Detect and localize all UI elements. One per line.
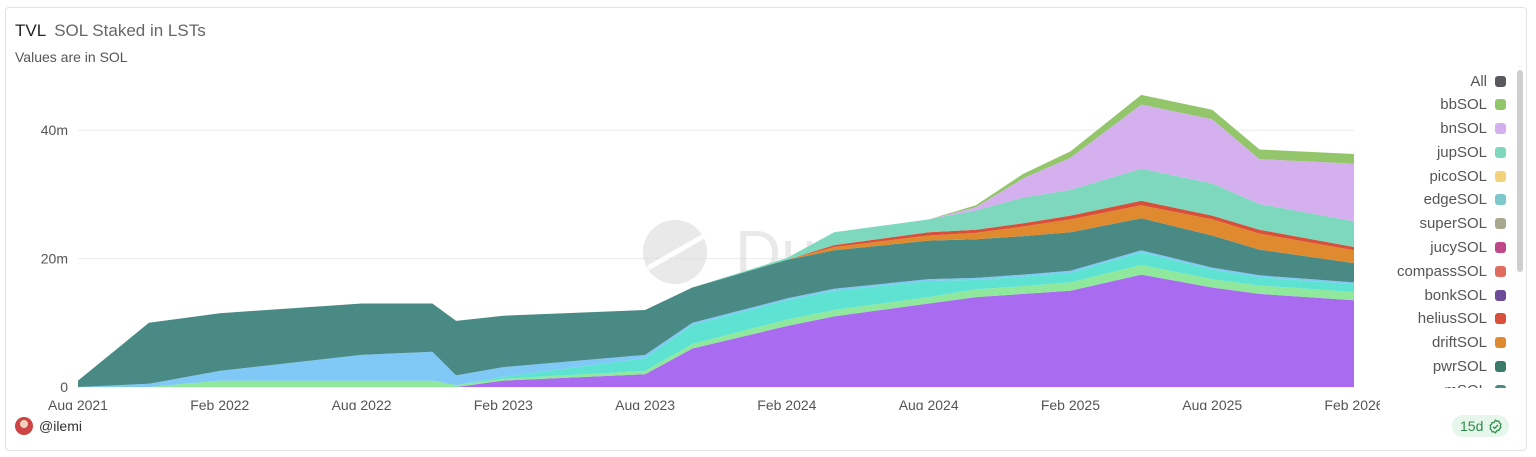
legend-label: jupSOL [1436, 143, 1487, 161]
chart-title: TVL SOL Staked in LSTs [15, 21, 206, 41]
legend-swatch [1495, 170, 1506, 182]
legend-swatch [1495, 75, 1506, 87]
legend-item-pwrsol[interactable]: pwrSOL [1346, 356, 1506, 378]
x-tick-label: Aug 2022 [332, 397, 392, 410]
legend-label: edgeSOL [1423, 191, 1487, 209]
legend-swatch [1495, 313, 1506, 325]
dune-logo-stroke [646, 233, 706, 271]
legend-label: heliusSOL [1417, 310, 1487, 328]
area-series-bnsol[interactable] [78, 104, 1354, 381]
legend-label: jucySOL [1430, 239, 1487, 257]
area-series-bbsol[interactable] [78, 94, 1354, 381]
x-tick-label: Feb 2022 [190, 397, 249, 410]
legend-label: bnSOL [1440, 120, 1487, 138]
x-tick-label: Aug 2023 [615, 397, 675, 410]
legend-item-picosol[interactable]: picoSOL [1346, 165, 1506, 187]
author-name: @ilemi [39, 418, 82, 434]
legend-swatch [1495, 146, 1506, 158]
legend-item-compasssol[interactable]: compassSOL [1346, 260, 1506, 282]
legend-swatch [1495, 123, 1506, 135]
legend-swatch [1495, 289, 1506, 301]
legend-item-supersol[interactable]: superSOL [1346, 213, 1506, 235]
legend-item-all[interactable]: All [1346, 70, 1506, 92]
legend-item-jucysol[interactable]: jucySOL [1346, 237, 1506, 259]
area-series-layer-2[interactable] [78, 252, 1354, 387]
check-circle-icon [1489, 418, 1503, 434]
title-tvl: TVL [15, 21, 47, 40]
legend-label: mSOL [1444, 382, 1487, 388]
legend-swatch [1495, 194, 1506, 206]
legend-item-msol[interactable]: mSOL [1346, 379, 1506, 388]
legend-swatch [1495, 218, 1506, 230]
legend-label: picoSOL [1429, 167, 1487, 185]
legend-item-bnsol[interactable]: bnSOL [1346, 118, 1506, 140]
x-tick-label: Feb 2025 [1041, 397, 1100, 410]
title-description: SOL Staked in LSTs [54, 21, 206, 40]
legend-label: pwrSOL [1432, 358, 1487, 376]
avatar [15, 417, 33, 435]
x-tick-label: Feb 2024 [757, 397, 816, 410]
legend-label: superSOL [1419, 215, 1487, 233]
x-tick-label: Feb 2023 [474, 397, 533, 410]
author[interactable]: @ilemi [15, 417, 82, 435]
legend-item-bonksol[interactable]: bonkSOL [1346, 284, 1506, 306]
area-series-jupsol[interactable] [78, 168, 1354, 381]
legend-item-edgesol[interactable]: edgeSOL [1346, 189, 1506, 211]
legend-label: compassSOL [1396, 262, 1487, 280]
y-tick-label: 20m [41, 251, 68, 267]
legend-swatch [1495, 384, 1506, 388]
legend-swatch [1495, 99, 1506, 111]
legend-label: bbSOL [1440, 96, 1487, 114]
legend-swatch [1495, 361, 1506, 373]
chart-card [5, 7, 1527, 451]
x-tick-label: Aug 2024 [899, 397, 959, 410]
legend[interactable]: All bbSOL bnSOL jupSOL picoSOL edgeSOL superSO… [1346, 70, 1506, 388]
x-tick-label: Aug 2025 [1182, 397, 1242, 410]
legend-item-driftsol[interactable]: driftSOL [1346, 332, 1506, 354]
legend-swatch [1495, 337, 1506, 349]
legend-swatch [1495, 242, 1506, 254]
y-tick-label: 40m [41, 122, 68, 138]
legend-label: bonkSOL [1424, 286, 1487, 304]
refresh-badge[interactable]: 15d [1452, 415, 1510, 437]
legend-item-jupsol[interactable]: jupSOL [1346, 141, 1506, 163]
area-series-msol[interactable] [78, 218, 1354, 387]
legend-swatch [1495, 265, 1506, 277]
y-tick-label: 0 [60, 379, 68, 395]
legend-label: driftSOL [1431, 334, 1487, 352]
area-series-layer-0[interactable] [78, 274, 1354, 387]
refresh-interval: 15d [1460, 418, 1484, 434]
chart-subtitle: Values are in SOL [15, 49, 128, 65]
legend-label: All [1470, 72, 1487, 90]
legend-scrollbar[interactable] [1517, 70, 1523, 272]
legend-item-heliussol[interactable]: heliusSOL [1346, 308, 1506, 330]
x-tick-label: Aug 2021 [48, 397, 108, 410]
legend-item-bbsol[interactable]: bbSOL [1346, 94, 1506, 116]
x-tick-label: Feb 2026 [1324, 397, 1380, 410]
